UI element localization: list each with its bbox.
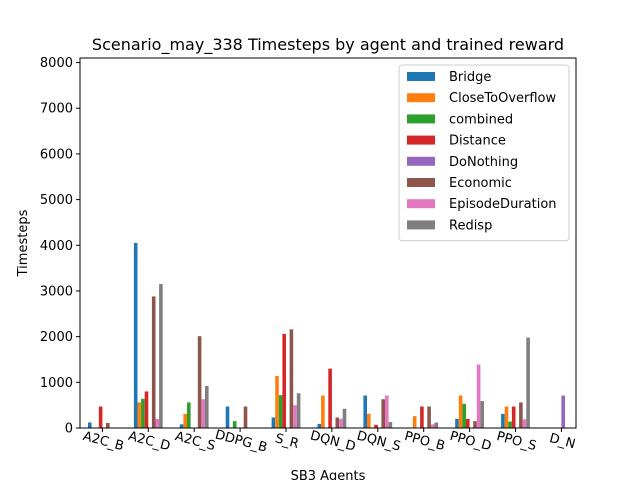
bar [289, 329, 294, 428]
bar [476, 364, 481, 428]
legend-swatch [407, 156, 435, 166]
bar [420, 406, 424, 428]
legend-label: Redisp [449, 218, 492, 233]
bar [473, 421, 477, 428]
legend-swatch [407, 199, 435, 209]
bar [205, 385, 209, 428]
bar [144, 391, 149, 428]
legend-swatch [407, 93, 435, 103]
bar [381, 399, 385, 428]
bar [201, 399, 205, 428]
bar [427, 406, 431, 428]
bar [342, 408, 347, 428]
bar [275, 375, 279, 428]
bar [480, 401, 484, 428]
bar [243, 406, 248, 428]
bar [88, 422, 92, 428]
bar [232, 421, 237, 428]
bar [321, 395, 325, 428]
legend-swatch [407, 114, 435, 124]
bar [141, 398, 145, 428]
bar [159, 284, 163, 428]
bar [339, 418, 343, 428]
bar [183, 413, 187, 428]
bar [455, 418, 459, 428]
y-tick-label: 1000 [40, 376, 73, 391]
legend-box [398, 64, 570, 242]
legend-label: Economic [449, 176, 512, 191]
bar [293, 405, 297, 428]
bar [501, 413, 505, 428]
bar [179, 424, 184, 428]
legend-label: CloseToOverflow [449, 91, 557, 106]
x-tick-label: S_R [273, 431, 300, 452]
bar [434, 422, 439, 428]
bar [155, 418, 160, 428]
plot-frame [79, 57, 577, 429]
legend-label: Distance [449, 134, 506, 149]
legend: Bridge CloseToOverflow combined Distance DoN… [398, 64, 570, 242]
y-tick-label: 5000 [40, 193, 73, 208]
bar [278, 395, 283, 428]
bar [296, 393, 301, 428]
bar [504, 406, 509, 428]
legend-swatch [407, 220, 435, 230]
legend-label: combined [449, 112, 513, 127]
legend-label: EpisodeDuration [449, 197, 557, 212]
y-tick-label: 3000 [40, 284, 73, 299]
bar [430, 424, 435, 428]
bar [367, 413, 371, 428]
bar [385, 395, 389, 428]
y-tick-label: 8000 [40, 56, 73, 71]
legend-swatch [407, 72, 435, 81]
bar [133, 243, 138, 428]
legend-swatch [407, 135, 435, 145]
bars-layer [88, 243, 565, 428]
bar [412, 416, 417, 428]
bar [511, 406, 516, 428]
bar [519, 402, 523, 428]
x-tick-label: D_N [548, 431, 577, 452]
bar [187, 402, 191, 428]
bar [374, 424, 378, 428]
x-axis-label: SB3 Agents [291, 469, 366, 480]
bar [328, 368, 332, 428]
bar [466, 418, 470, 428]
bar [363, 395, 367, 428]
bar [388, 422, 393, 428]
bar [282, 333, 286, 428]
legend-swatch [407, 178, 435, 187]
bar [522, 419, 527, 428]
bar [225, 406, 230, 428]
y-tick-label: 4000 [40, 239, 73, 254]
bar [335, 417, 340, 428]
bar [458, 395, 463, 428]
bar [526, 337, 530, 428]
bar [271, 417, 276, 428]
bar [508, 421, 512, 428]
chart-title: Scenario_may_338 Timesteps by agent and … [92, 35, 564, 55]
y-tick-label: 2000 [40, 330, 73, 345]
bar [151, 296, 156, 428]
y-tick-label: 0 [65, 422, 73, 437]
legend-label: Bridge [449, 70, 491, 85]
bar [462, 403, 466, 428]
y-tick-label: 7000 [40, 102, 73, 117]
bar [317, 423, 322, 428]
bar [106, 422, 110, 428]
legend-label: DoNothing [449, 155, 518, 170]
bar [197, 336, 202, 428]
bar [561, 395, 565, 428]
bar [137, 402, 142, 428]
y-axis-ticks: 0 1000 2000 3000 4000 5000 6000 7000 8000 [40, 56, 80, 437]
y-axis-label: Timesteps [16, 209, 31, 277]
y-tick-label: 6000 [40, 147, 73, 162]
bar [98, 406, 103, 428]
